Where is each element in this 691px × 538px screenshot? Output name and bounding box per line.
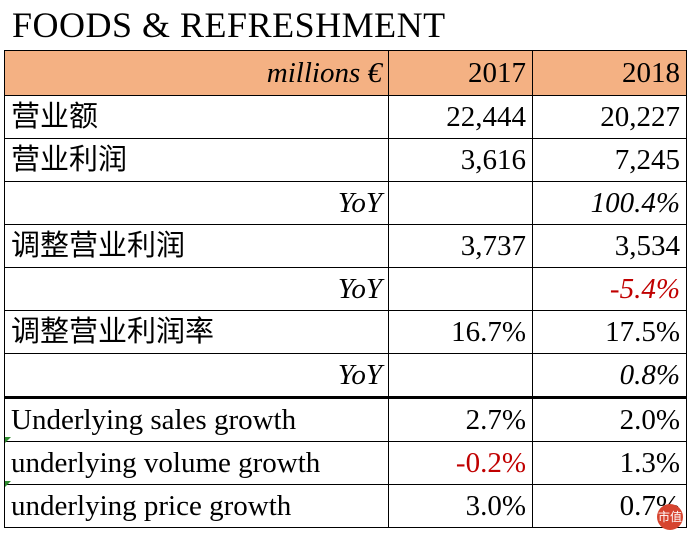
yoy-label: YoY xyxy=(4,181,389,225)
table-row: underlying price growth 3.0% 0.7% xyxy=(4,484,687,528)
table-row: Underlying sales growth 2.7% 2.0% xyxy=(4,396,687,442)
table-row: 调整营业利润 3,737 3,534 xyxy=(4,224,687,268)
yoy-label: YoY xyxy=(4,353,389,398)
row-label: 调整营业利润 xyxy=(4,224,389,268)
table-row: 营业额 22,444 20,227 xyxy=(4,95,687,139)
row-label: underlying price growth xyxy=(4,484,389,528)
table-row: 营业利润 3,616 7,245 xyxy=(4,138,687,182)
table-row: 调整营业利润率 16.7% 17.5% xyxy=(4,310,687,354)
cell-comment-marker xyxy=(5,481,11,487)
value-2017 xyxy=(388,267,533,311)
value-2018: 17.5% xyxy=(532,310,687,354)
year-header-2017: 2017 xyxy=(388,50,533,96)
watermark-badge: 市值 xyxy=(657,504,683,530)
value-2018: 3,534 xyxy=(532,224,687,268)
table-row: underlying volume growth -0.2% 1.3% xyxy=(4,441,687,485)
row-label: underlying volume growth xyxy=(4,441,389,485)
financial-table: millions € 2017 2018 营业额 22,444 20,227 营… xyxy=(4,50,687,528)
page-title: FOODS & REFRESHMENT xyxy=(12,5,446,45)
value-2017: 16.7% xyxy=(388,310,533,354)
yoy-value-2018: 100.4% xyxy=(532,181,687,225)
value-2017: 3,737 xyxy=(388,224,533,268)
value-2017: 2.7% xyxy=(388,396,533,442)
cell-comment-marker xyxy=(5,437,11,443)
yoy-value-2018: -5.4% xyxy=(532,267,687,311)
row-label: Underlying sales growth xyxy=(4,396,389,442)
value-2018: 2.0% xyxy=(532,396,687,442)
value-2018: 1.3% xyxy=(532,441,687,485)
value-2017: 3.0% xyxy=(388,484,533,528)
year-header-2018: 2018 xyxy=(532,50,687,96)
value-2017 xyxy=(388,181,533,225)
yoy-row: YoY -5.4% xyxy=(4,267,687,311)
yoy-row: YoY 100.4% xyxy=(4,181,687,225)
yoy-row: YoY 0.8% xyxy=(4,353,687,398)
units-header: millions € xyxy=(4,50,389,96)
value-2018: 20,227 xyxy=(532,95,687,139)
row-label: 营业利润 xyxy=(4,138,389,182)
table-header-row: millions € 2017 2018 xyxy=(4,50,687,96)
value-2017: 3,616 xyxy=(388,138,533,182)
value-2017 xyxy=(388,353,533,398)
yoy-value-2018: 0.8% xyxy=(532,353,687,398)
row-label: 调整营业利润率 xyxy=(4,310,389,354)
value-2017: -0.2% xyxy=(388,441,533,485)
row-label: 营业额 xyxy=(4,95,389,139)
value-2017: 22,444 xyxy=(388,95,533,139)
value-2018: 7,245 xyxy=(532,138,687,182)
yoy-label: YoY xyxy=(4,267,389,311)
